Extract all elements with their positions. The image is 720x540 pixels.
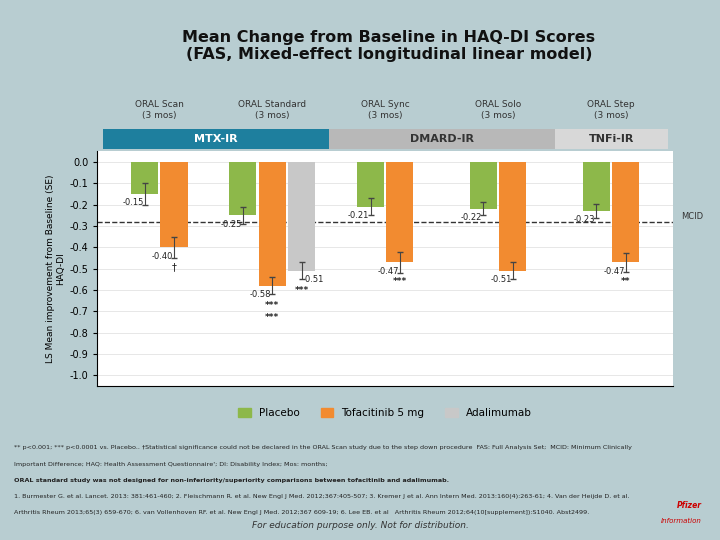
Text: DMARD-IR: DMARD-IR (410, 134, 474, 144)
Text: -0.58: -0.58 (250, 290, 271, 299)
Bar (131, 162, 158, 194)
Bar (583, 162, 610, 211)
Text: ORAL Standard
(3 mos): ORAL Standard (3 mos) (238, 100, 306, 120)
Text: -0.23: -0.23 (574, 215, 595, 224)
Text: For education purpose only. Not for distribution.: For education purpose only. Not for dist… (251, 521, 469, 530)
Text: -0.47: -0.47 (377, 267, 399, 275)
Text: ORAL Scan
(3 mos): ORAL Scan (3 mos) (135, 100, 184, 120)
Text: Information: Information (661, 518, 702, 524)
Text: †: † (171, 262, 176, 272)
Text: -0.15: -0.15 (122, 198, 143, 207)
Bar (499, 162, 526, 271)
Bar (288, 162, 315, 271)
Text: -0.47: -0.47 (603, 267, 625, 275)
Bar (470, 162, 497, 209)
Text: **: ** (621, 277, 631, 286)
Text: ORAL standard study was not designed for non-inferiority/superiority comparisons: ORAL standard study was not designed for… (14, 478, 449, 483)
Text: 1. Burmester G. et al. Lancet. 2013: 381:461-460; 2. Fleischmann R. et al. New E: 1. Burmester G. et al. Lancet. 2013: 381… (14, 494, 630, 499)
Text: ***: *** (265, 314, 279, 322)
Text: Mean Change from Baseline in HAQ-DI Scores
(FAS, Mixed-effect longitudinal linea: Mean Change from Baseline in HAQ-DI Scor… (182, 30, 595, 62)
Text: -0.22: -0.22 (461, 213, 482, 222)
Text: TNFi-IR: TNFi-IR (588, 134, 634, 144)
Text: Important Difference; HAQ: Health Assessment Questionnaire'; DI: Disability Inde: Important Difference; HAQ: Health Assess… (14, 462, 328, 467)
Bar (612, 162, 639, 262)
Text: -0.25: -0.25 (220, 220, 242, 228)
Bar (387, 162, 413, 262)
Text: ***: *** (294, 286, 309, 295)
Y-axis label: LS Mean improvement from Baseline (SE)
HAQ-DI: LS Mean improvement from Baseline (SE) H… (46, 174, 65, 363)
Text: ORAL Step
(3 mos): ORAL Step (3 mos) (588, 100, 635, 120)
Text: Arthritis Rheum 2013;65(3) 659-670; 6. van Vollenhoven RF. et al. New Engl J Med: Arthritis Rheum 2013;65(3) 659-670; 6. v… (14, 510, 590, 515)
Text: ** p<0.001; *** p<0.0001 vs. Placebo.. †Statistical significance could not be de: ** p<0.001; *** p<0.0001 vs. Placebo.. †… (14, 446, 632, 450)
Legend: Placebo, Tofacitinib 5 mg, Adalimumab: Placebo, Tofacitinib 5 mg, Adalimumab (234, 404, 536, 422)
Text: ***: *** (392, 277, 407, 286)
Text: -0.51: -0.51 (302, 275, 324, 284)
Text: ORAL Sync
(3 mos): ORAL Sync (3 mos) (361, 100, 410, 120)
Bar (258, 162, 286, 286)
Text: -0.51: -0.51 (490, 275, 512, 284)
Text: -0.21: -0.21 (348, 211, 369, 220)
Bar (161, 162, 187, 247)
Text: ORAL Solo
(3 mos): ORAL Solo (3 mos) (475, 100, 521, 120)
Text: -0.40: -0.40 (151, 252, 173, 261)
Bar (357, 162, 384, 207)
Text: Pfizer: Pfizer (677, 501, 702, 510)
Bar (230, 162, 256, 215)
Text: MTX-IR: MTX-IR (194, 134, 238, 144)
Text: ***: *** (265, 301, 279, 309)
Text: MCID: MCID (681, 212, 703, 221)
